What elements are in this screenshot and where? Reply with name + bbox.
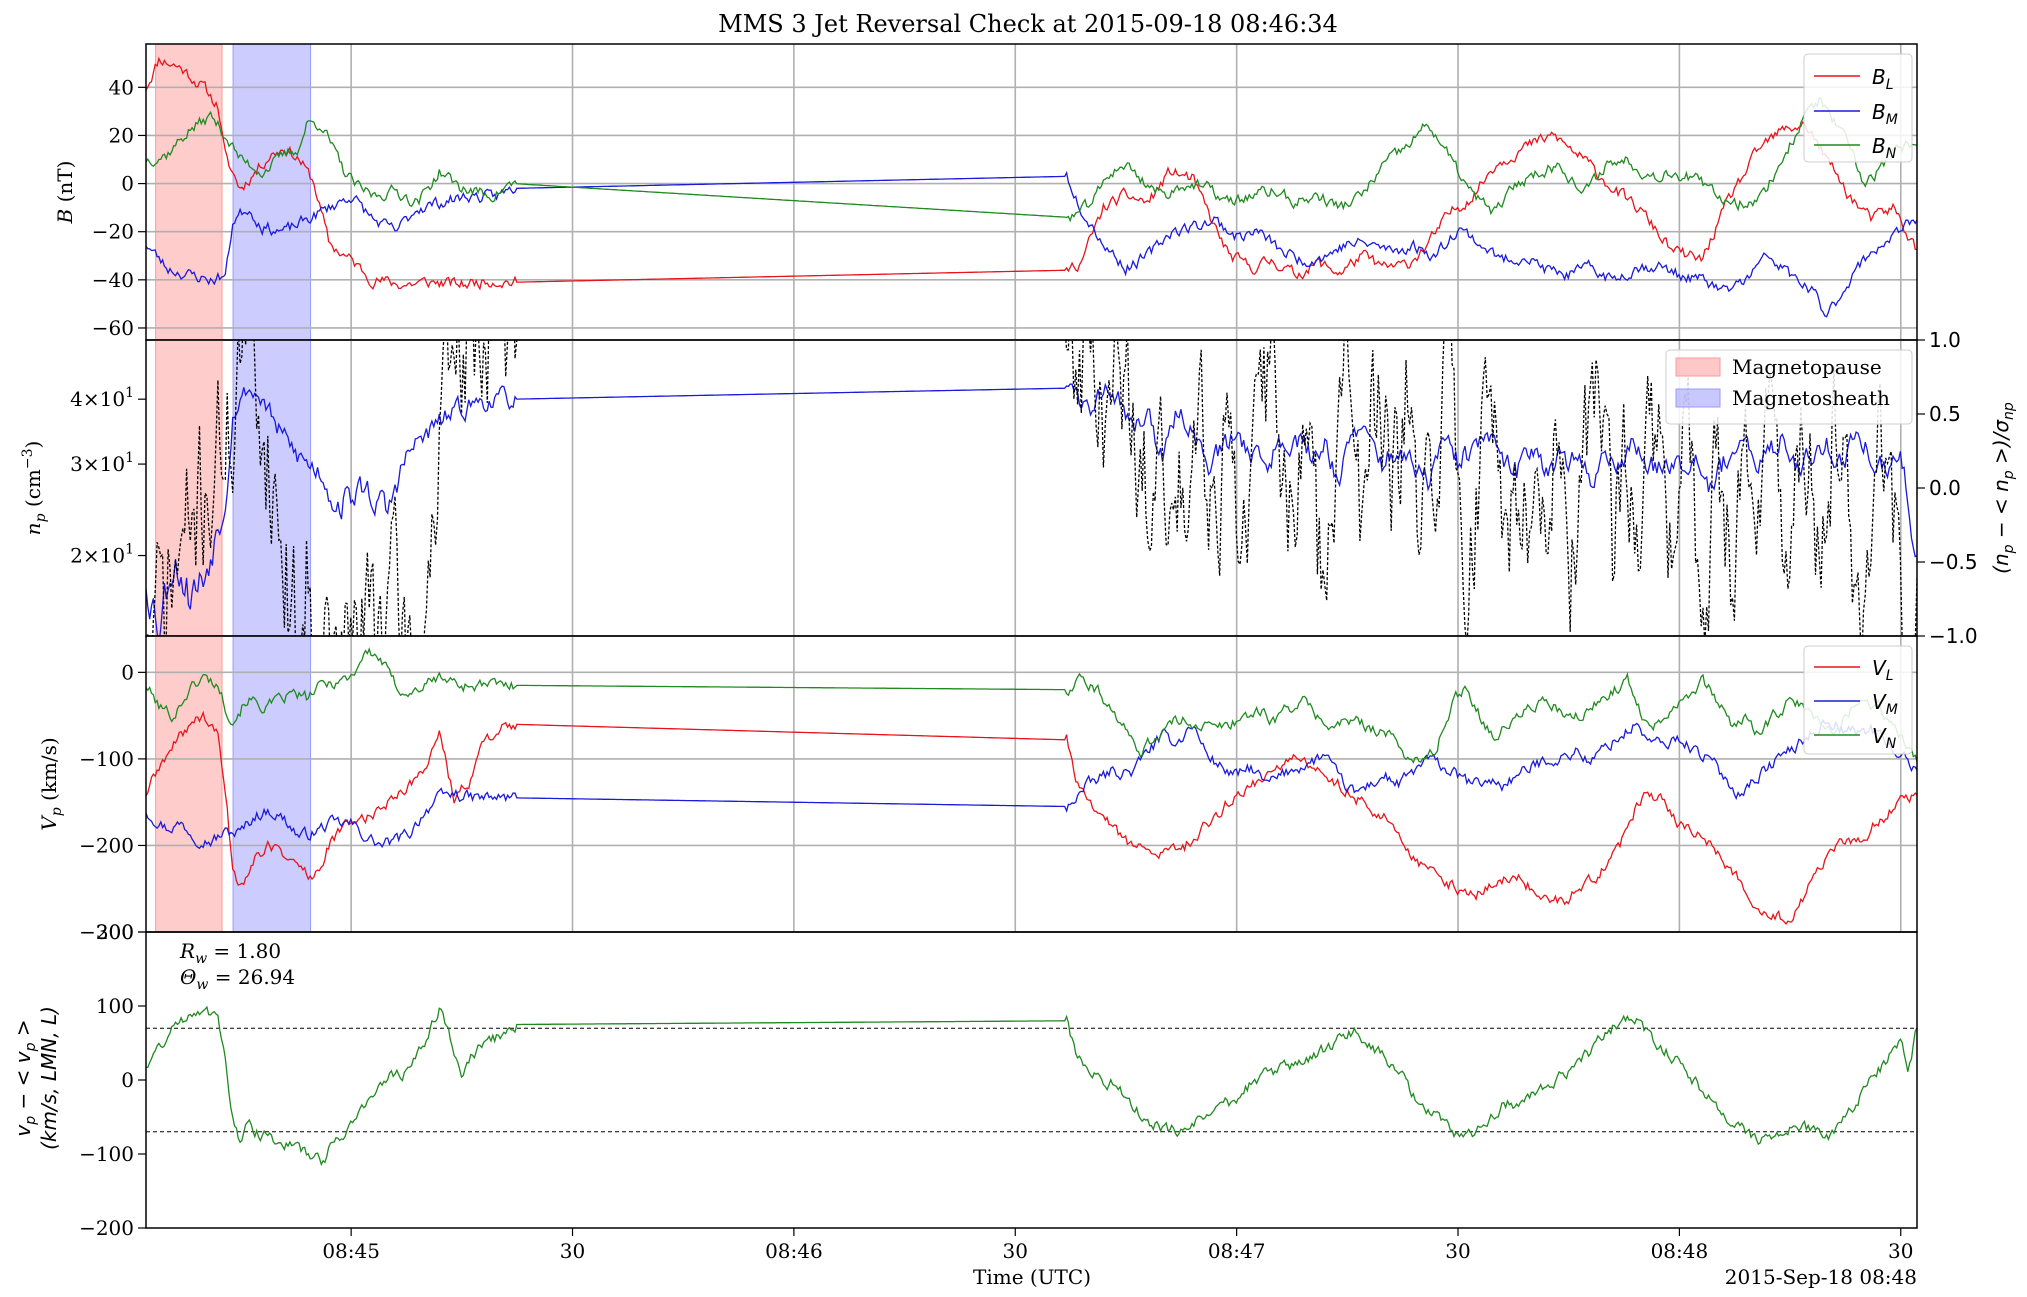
panel-dv-ylabel: vp − < vp >	[11, 1019, 39, 1136]
p1-region-group	[155, 339, 312, 637]
x-tick-label-7: 30	[1888, 1239, 1913, 1263]
p0-lines	[146, 56, 1917, 318]
p3-series-0	[146, 1005, 1917, 1167]
p3-lines	[146, 1005, 1917, 1167]
p0-region-magnetopause	[155, 43, 223, 341]
p1-y-tick-right-group: 1.0 0.5 0.0 −0.5 −1.0	[1917, 328, 1978, 648]
panel-np-ylabel-right: (np − < np >)/σnp	[1989, 402, 2017, 574]
x-tick-label-3: 30	[1003, 1239, 1028, 1263]
p1-y-tick-right-label-0: 1.0	[1929, 328, 1961, 352]
legend-magnetopause-label: Magnetopause	[1732, 355, 1882, 379]
panel-np-ylabel: np (cm−3)	[20, 441, 49, 536]
panel-dv-frame	[145, 931, 1918, 1229]
p3-y-tick-label-0: 200	[96, 920, 134, 944]
p1-series-1	[147, 340, 1917, 636]
p1-region-magnetopause	[155, 339, 223, 637]
p1-y-tick-right-label-3: −0.5	[1929, 550, 1978, 574]
p2-series-0	[146, 710, 1917, 925]
p0-y-tick-label-5: −60	[92, 316, 134, 340]
p0-y-tick-label-0: 40	[109, 75, 134, 99]
x-tick-label-2: 08:46	[765, 1239, 823, 1263]
p0-series-1	[146, 170, 1917, 318]
p0-series-2	[146, 97, 1917, 223]
p2-y-tick-label-1: −100	[79, 747, 134, 771]
p2-series-2	[146, 647, 1917, 764]
chart-title: MMS 3 Jet Reversal Check at 2015-09-18 0…	[718, 10, 1338, 38]
legend-v: VL VM VN	[1803, 645, 1913, 755]
p1-y-tick-group: 4×101 3×101 2×101	[70, 385, 146, 568]
panel-vp: 0 −100 −200 −300 Vp (km/s) VL VM VN	[37, 635, 1918, 944]
x-axis-label: Time (UTC)	[973, 1265, 1091, 1289]
p2-y-tick-label-0: 0	[121, 660, 134, 684]
p2-lines	[146, 647, 1917, 925]
p3-y-tick-label-1: 100	[96, 994, 134, 1018]
p1-lines	[146, 340, 1917, 636]
legend-magnetopause-swatch	[1675, 357, 1721, 377]
p2-series-1	[146, 718, 1917, 850]
p0-grid	[146, 44, 1917, 340]
p2-region-magnetopause	[155, 635, 223, 933]
p1-y-tick-right-label-4: −1.0	[1929, 624, 1978, 648]
x-tick-label-0: 08:45	[322, 1239, 380, 1263]
p1-y-tick-label-1: 3×101	[70, 450, 134, 476]
legend-regions: Magnetopause Magnetosheath	[1665, 349, 1913, 425]
p1-y-tick-right-label-1: 0.5	[1929, 402, 1961, 426]
annotation-thetaw: Θw = 26.94	[180, 965, 295, 993]
p1-y-tick-label-2: 2×101	[70, 542, 134, 568]
p1-series-0	[146, 382, 1917, 636]
date-label: 2015-Sep-18 08:48	[1725, 1265, 1917, 1289]
p2-y-tick-label-2: −200	[79, 833, 134, 857]
panel-b: 40 20 0 −20 −40 −60 B (nT) BL BM BN	[53, 43, 1918, 341]
p0-y-tick-group: 40 20 0 −20 −40 −60	[92, 75, 146, 340]
p3-y-tick-label-2: 0	[121, 1068, 134, 1092]
legend-magnetosheath-swatch	[1675, 388, 1721, 408]
panel-dv-ylabel2: (km/s, LMN, L)	[37, 1006, 61, 1150]
panel-b-ylabel: B (nT)	[53, 161, 77, 225]
p1-grid	[350, 340, 1902, 636]
x-tick-label-1: 30	[560, 1239, 585, 1263]
panel-dv: 200 100 0 −100 −200 vp − < vp > (km/s, LMN, …	[11, 920, 1918, 1240]
p0-y-tick-label-4: −40	[92, 268, 134, 292]
x-tick-label-6: 08:48	[1651, 1239, 1709, 1263]
p3-y-tick-label-4: −200	[79, 1216, 134, 1240]
p0-y-tick-label-1: 20	[109, 123, 134, 147]
panel-b-frame	[145, 43, 1918, 341]
p0-y-tick-label-2: 0	[121, 172, 134, 196]
annotation-rw: Rw = 1.80	[179, 939, 281, 967]
legend-magnetosheath-label: Magnetosheath	[1732, 386, 1890, 410]
p3-y-tick-group: 200 100 0 −100 −200	[79, 920, 146, 1240]
panel-np: 4×101 3×101 2×101 1.0 0.5 0.0 −0.5 −1.0 np (cm…	[20, 328, 2017, 648]
p0-region-magnetosheath	[232, 43, 312, 341]
panel-vp-ylabel: Vp (km/s)	[37, 737, 65, 830]
p2-y-tick-label-3: −300	[79, 920, 134, 944]
x-tick-label-4: 08:47	[1208, 1239, 1266, 1263]
p0-series-0	[146, 56, 1917, 291]
p1-y-tick-label-0: 4×101	[70, 385, 134, 411]
p2-region-magnetosheath	[232, 635, 312, 933]
x-tick-label-5: 30	[1445, 1239, 1470, 1263]
x-tick-group: 08:45 30 08:46 30 08:47 30 08:48 30	[322, 1228, 1913, 1263]
p1-y-tick-right-label-2: 0.0	[1929, 476, 1961, 500]
p3-y-tick-label-3: −100	[79, 1142, 134, 1166]
p2-region-group	[155, 635, 312, 933]
p0-region-group	[155, 43, 312, 341]
p0-y-tick-label-3: −20	[92, 220, 134, 244]
legend-b: BL BM BN	[1803, 53, 1913, 163]
p2-y-tick-group: 0 −100 −200 −300	[79, 660, 146, 944]
p1-region-magnetosheath	[232, 339, 312, 637]
